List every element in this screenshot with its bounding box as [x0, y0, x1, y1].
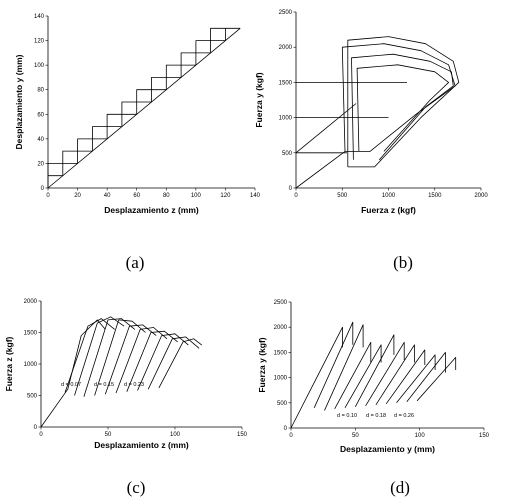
series-line — [295, 43, 456, 189]
x-tick-label: 80 — [163, 193, 170, 199]
damage-annotation: d = 0.10 — [337, 413, 357, 419]
series-line — [47, 27, 226, 176]
x-tick-label: 100 — [415, 433, 426, 439]
series-line — [313, 321, 354, 408]
y-tick-label: 60 — [37, 112, 44, 118]
series-line — [83, 318, 136, 397]
y-tick-label: 2000 — [24, 299, 38, 305]
y-axis-label: Fuerza y (kgf) — [254, 72, 264, 127]
x-tick-label: 60 — [133, 193, 140, 199]
x-tick-label: 1500 — [428, 193, 442, 199]
series-line — [406, 351, 446, 403]
x-tick-label: 140 — [250, 193, 261, 199]
series-line — [344, 344, 382, 408]
x-tick-label: 20 — [74, 193, 81, 199]
x-tick-label: 100 — [170, 432, 181, 438]
y-tick-label: 1000 — [274, 376, 288, 382]
x-tick-label: 50 — [352, 433, 359, 439]
series-line — [356, 64, 450, 152]
x-tick-label: 0 — [294, 193, 298, 199]
series-line — [104, 324, 157, 395]
y-tick-label: 2000 — [279, 45, 293, 51]
y-tick-label: 1500 — [274, 350, 288, 356]
series-line — [347, 36, 460, 168]
y-tick-label: 500 — [27, 394, 38, 400]
series-line — [295, 103, 357, 154]
x-tick-label: 0 — [289, 433, 293, 439]
x-tick-label: 150 — [237, 432, 248, 438]
x-tick-label: 1000 — [382, 193, 396, 199]
series-line — [158, 338, 203, 389]
panel-label: (d) — [390, 478, 410, 497]
series-line — [137, 333, 189, 391]
y-tick-label: 500 — [277, 401, 288, 407]
series-line — [416, 356, 457, 402]
x-tick-label: 100 — [191, 193, 202, 199]
series-line — [147, 336, 200, 390]
y-axis-label: Fuerza z (kgf) — [4, 336, 14, 391]
panel-label: (a) — [126, 253, 145, 272]
y-tick-label: 0 — [34, 425, 38, 431]
series-line — [290, 326, 343, 429]
series-line — [40, 319, 106, 428]
series-line — [126, 330, 178, 392]
damage-annotation: d = 0.15 — [94, 382, 114, 388]
damage-annotation: d = 0.26 — [394, 413, 414, 419]
y-tick-label: 20 — [37, 161, 44, 167]
series-line — [324, 324, 364, 411]
x-axis-label: Desplazamiento z (mm) — [104, 205, 199, 215]
y-tick-label: 1500 — [24, 331, 38, 337]
x-tick-label: 50 — [105, 432, 112, 438]
y-tick-label: 1500 — [279, 80, 293, 86]
series-line — [385, 349, 426, 405]
panel-label: (c) — [127, 478, 146, 497]
y-tick-label: 0 — [41, 186, 45, 192]
x-axis-label: Fuerza z (kgf) — [361, 205, 416, 215]
series-line — [74, 316, 125, 396]
damage-annotation: d = 0.18 — [366, 413, 386, 419]
y-tick-label: 500 — [282, 151, 293, 157]
panel-label: (b) — [393, 253, 413, 272]
series-line — [375, 344, 415, 406]
y-tick-label: 1000 — [24, 362, 38, 368]
series-line — [334, 341, 372, 409]
x-tick-label: 0 — [46, 193, 50, 199]
series-line — [365, 341, 405, 407]
x-tick-label: 40 — [104, 193, 111, 199]
damage-annotation: d = 0.07 — [61, 382, 81, 388]
y-tick-label: 1000 — [279, 116, 293, 122]
y-tick-label: 100 — [34, 63, 45, 69]
damage-annotation: d = 0.23 — [124, 382, 144, 388]
y-tick-label: 120 — [34, 39, 45, 45]
y-tick-label: 40 — [37, 137, 44, 143]
x-tick-label: 500 — [337, 193, 348, 199]
y-axis-label: Fuerza y (kgf) — [257, 337, 267, 392]
y-tick-label: 2000 — [274, 325, 288, 331]
y-tick-label: 0 — [289, 186, 293, 192]
series-line — [354, 334, 395, 407]
y-tick-label: 2500 — [274, 300, 288, 306]
y-tick-label: 2500 — [279, 10, 293, 16]
x-tick-label: 150 — [479, 433, 490, 439]
series-line — [351, 53, 454, 161]
x-tick-label: 2000 — [474, 193, 488, 199]
series-line — [64, 318, 115, 393]
x-axis-label: Desplazamiento z (mm) — [94, 440, 189, 450]
x-axis-label: Desplazamiento y (mm) — [340, 444, 435, 454]
y-tick-label: 80 — [37, 88, 44, 94]
x-tick-label: 120 — [220, 193, 231, 199]
y-axis-label: Desplazamiento y (mm) — [14, 54, 24, 149]
series-line — [115, 327, 168, 394]
x-tick-label: 0 — [39, 432, 43, 438]
y-tick-label: 0 — [284, 426, 288, 432]
series-line — [47, 27, 241, 189]
y-tick-label: 140 — [34, 14, 45, 20]
series-line — [94, 319, 146, 396]
